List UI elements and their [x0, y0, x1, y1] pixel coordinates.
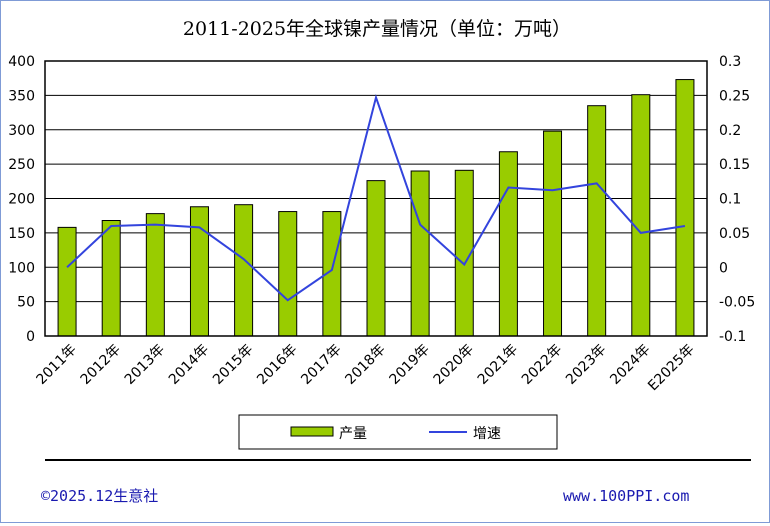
right-tick-label: 0.15	[719, 157, 750, 173]
right-tick-label: -0.1	[719, 329, 746, 345]
left-tick-label: 0	[26, 329, 35, 345]
bar	[676, 80, 694, 336]
bar-series	[58, 80, 694, 336]
left-tick-label: 250	[8, 157, 35, 173]
legend-label-growth: 增速	[473, 426, 501, 442]
bar	[235, 205, 253, 336]
right-tick-label: 0.3	[719, 54, 741, 70]
right-tick-label: 0.05	[719, 226, 750, 242]
right-tick-label: 0	[719, 260, 728, 276]
left-tick-label: 150	[8, 226, 35, 242]
bar	[102, 221, 120, 337]
bar	[279, 212, 297, 336]
x-axis-ticks: 2011年2012年2013年2014年2015年2016年2017年2018年…	[33, 342, 697, 395]
right-tick-label: 0.2	[719, 123, 741, 139]
legend-bar-swatch	[291, 427, 333, 436]
bar	[544, 131, 562, 336]
left-tick-label: 200	[8, 192, 35, 208]
left-tick-label: 350	[8, 88, 35, 104]
x-tick-label: 2020年	[431, 342, 477, 388]
x-tick-label: E2025年	[645, 342, 698, 395]
footer-copyright: ©2025.12生意社	[41, 487, 158, 505]
bar	[588, 106, 606, 336]
bar	[632, 95, 650, 336]
x-tick-label: 2012年	[78, 342, 124, 388]
bar	[411, 171, 429, 336]
left-tick-label: 100	[8, 260, 35, 276]
bar	[58, 227, 76, 336]
footer-website: www.100PPI.com	[563, 487, 689, 505]
bar	[146, 214, 164, 336]
legend-label-production: 产量	[339, 426, 367, 442]
right-axis-ticks: 0.3 0.25 0.2 0.15 0.1 0.05 0 -0.05 -0.1	[719, 54, 755, 345]
left-tick-label: 300	[8, 123, 35, 139]
left-tick-label: 50	[17, 295, 35, 311]
x-tick-label: 2014年	[166, 342, 212, 388]
x-tick-label: 2011年	[33, 342, 79, 388]
x-tick-label: 2022年	[519, 342, 565, 388]
legend-box	[239, 415, 557, 449]
right-tick-label: 0.25	[719, 88, 750, 104]
legend: 产量 增速	[239, 415, 557, 449]
x-tick-label: 2019年	[387, 342, 433, 388]
x-tick-label: 2021年	[475, 342, 521, 388]
right-tick-label: -0.05	[719, 295, 755, 311]
x-tick-label: 2013年	[122, 342, 168, 388]
x-tick-label: 2018年	[342, 342, 388, 388]
x-tick-label: 2016年	[254, 342, 300, 388]
x-tick-label: 2023年	[563, 342, 609, 388]
bar	[499, 152, 517, 336]
right-tick-label: 0.1	[719, 192, 741, 208]
left-tick-label: 400	[8, 54, 35, 70]
chart-title: 2011-2025年全球镍产量情况（单位：万吨）	[183, 18, 571, 40]
x-tick-label: 2015年	[210, 342, 256, 388]
bar	[367, 181, 385, 336]
x-tick-label: 2017年	[298, 342, 344, 388]
left-axis-ticks: 400 350 300 250 200 150 100 50 0	[8, 54, 35, 345]
